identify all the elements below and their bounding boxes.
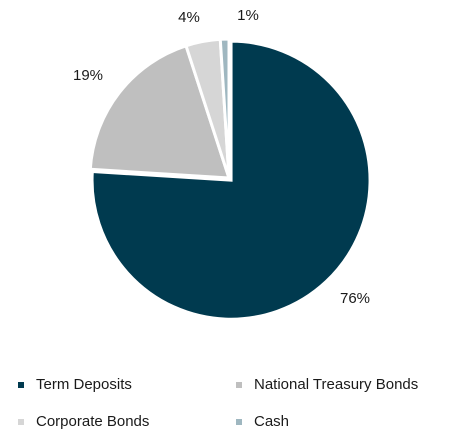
slice-label-term-deposits: 76% xyxy=(340,290,370,307)
slice-national-treasury-bonds xyxy=(88,43,232,180)
legend-swatch-term-deposits xyxy=(18,381,24,388)
slice-term-deposits xyxy=(90,39,372,321)
pie-labels: 76% 19% 4% 1% xyxy=(73,7,370,307)
legend-item-national-treasury-bonds: National Treasury Bonds xyxy=(236,376,418,393)
legend-label-term-deposits: Term Deposits xyxy=(36,376,132,393)
pie-slices xyxy=(88,37,372,321)
slice-label-cash: 1% xyxy=(237,7,259,24)
slice-label-corporate-bonds: 4% xyxy=(178,9,200,26)
legend-label-cash: Cash xyxy=(254,413,290,430)
legend-swatch-national-treasury-bonds xyxy=(236,381,242,388)
legend-label-national-treasury-bonds: National Treasury Bonds xyxy=(254,376,419,393)
slice-cash xyxy=(218,37,231,179)
legend-item-term-deposits: Term Deposits xyxy=(18,376,132,393)
legend-item-corporate-bonds: Corporate Bonds xyxy=(18,413,149,430)
legend-item-cash: Cash xyxy=(236,413,289,430)
legend-label-corporate-bonds: Corporate Bonds xyxy=(36,413,150,430)
legend-swatch-corporate-bonds xyxy=(18,418,24,425)
legend-swatch-cash xyxy=(236,418,242,425)
slice-label-national-treasury-bonds: 19% xyxy=(73,67,103,84)
